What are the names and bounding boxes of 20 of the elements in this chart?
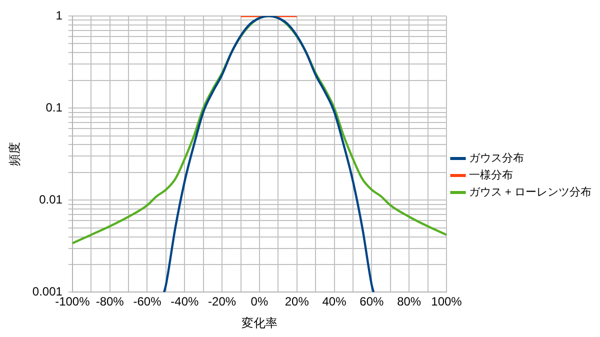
x-tick-label: 40% [322,294,347,309]
y-axis-title: 頻度 [8,142,22,166]
legend-label: 一様分布 [469,168,513,182]
x-tick-label: 80% [397,294,422,309]
y-tick-label: 1 [56,8,63,22]
x-tick-label: 100% [431,294,462,309]
x-tick-label: -80% [96,294,124,309]
x-tick-label: 20% [284,294,310,309]
legend-label: ガウス分布 [469,152,524,165]
x-tick-label: 0% [250,294,268,309]
y-tick-label: 0.01 [39,192,63,206]
x-tick-label: -60% [133,294,162,309]
x-tick-label: -20% [208,294,236,309]
legend-label: ガウス + ローレンツ分布 [469,186,592,199]
x-axis-title: 変化率 [241,316,278,330]
line-series [162,16,375,292]
x-tick-label: 60% [360,294,384,309]
x-tick-label: -40% [170,294,199,309]
y-tick-label: 0.1 [46,100,63,114]
x-tick-label: -100% [55,294,90,309]
